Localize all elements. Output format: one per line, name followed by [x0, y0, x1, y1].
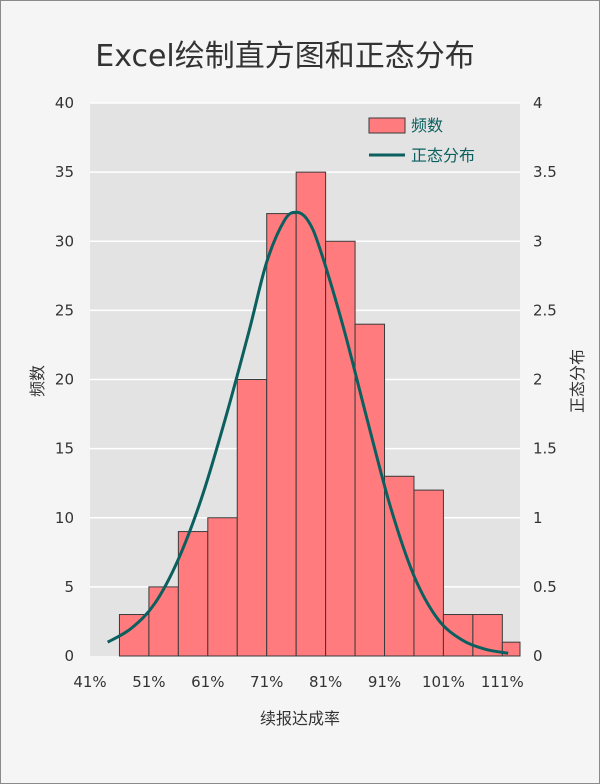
- y-tick-label: 20: [55, 371, 74, 389]
- y2-tick-label: 0: [533, 647, 543, 665]
- x-tick-label: 51%: [132, 673, 165, 691]
- y2-tick-label: 3.5: [533, 163, 557, 181]
- histogram-bar: [413, 489, 444, 657]
- normal-curve-line: [106, 210, 509, 655]
- y-axis-title: 频数: [28, 365, 47, 397]
- y-tick-label: 25: [55, 301, 74, 319]
- y-tick-label: 30: [55, 232, 74, 250]
- x-tick-label: 81%: [309, 673, 342, 691]
- x-tick-label: 111%: [481, 673, 524, 691]
- y2-tick-label: 0.5: [533, 578, 557, 596]
- y2-tick-label: 2.5: [533, 301, 557, 319]
- x-tick-label: 41%: [73, 673, 106, 691]
- legend: 频数 正态分布: [368, 116, 475, 165]
- histogram-bar: [325, 240, 356, 657]
- x-tick-label: 91%: [368, 673, 401, 691]
- legend-label-line: 正态分布: [411, 146, 475, 165]
- histogram-bar: [207, 517, 238, 657]
- histogram-bar: [354, 323, 386, 657]
- y-tick-label: 15: [55, 440, 74, 458]
- left-axis-ticks: 0 5 10 15 20 25 30 35 40: [55, 94, 74, 665]
- right-axis-ticks: 0 0.5 1 1.5 2 2.5 3 3.5 4: [533, 94, 557, 665]
- y-tick-label: 5: [64, 578, 74, 596]
- histogram-bar: [236, 379, 268, 657]
- x-axis-ticks: 41% 51% 61% 71% 81% 91% 101% 111%: [73, 673, 523, 691]
- y-tick-label: 40: [55, 94, 74, 112]
- x-tick-label: 71%: [250, 673, 283, 691]
- y-tick-label: 10: [55, 509, 74, 527]
- histogram-bar: [148, 586, 179, 657]
- y2-tick-label: 3: [533, 232, 543, 250]
- y-tick-label: 35: [55, 163, 74, 181]
- x-axis-title: 续报达成率: [260, 709, 340, 728]
- y2-axis-title: 正态分布: [568, 349, 587, 413]
- y2-tick-label: 1.5: [533, 440, 557, 458]
- legend-swatch-bar: [368, 117, 406, 134]
- x-tick-label: 61%: [191, 673, 224, 691]
- histogram-bar: [177, 531, 209, 657]
- x-tick-label: 101%: [422, 673, 465, 691]
- legend-label-bar: 频数: [411, 116, 443, 135]
- y2-tick-label: 2: [533, 371, 543, 389]
- histogram-bar: [118, 614, 150, 657]
- histogram-bars: [118, 171, 521, 657]
- histogram-bar: [295, 171, 327, 657]
- histogram-bar: [442, 614, 474, 657]
- chart-title: Excel绘制直方图和正态分布: [95, 39, 474, 74]
- y2-tick-label: 4: [533, 94, 543, 112]
- y-tick-label: 0: [64, 647, 74, 665]
- histogram-bar: [266, 213, 297, 657]
- y2-tick-label: 1: [533, 509, 543, 527]
